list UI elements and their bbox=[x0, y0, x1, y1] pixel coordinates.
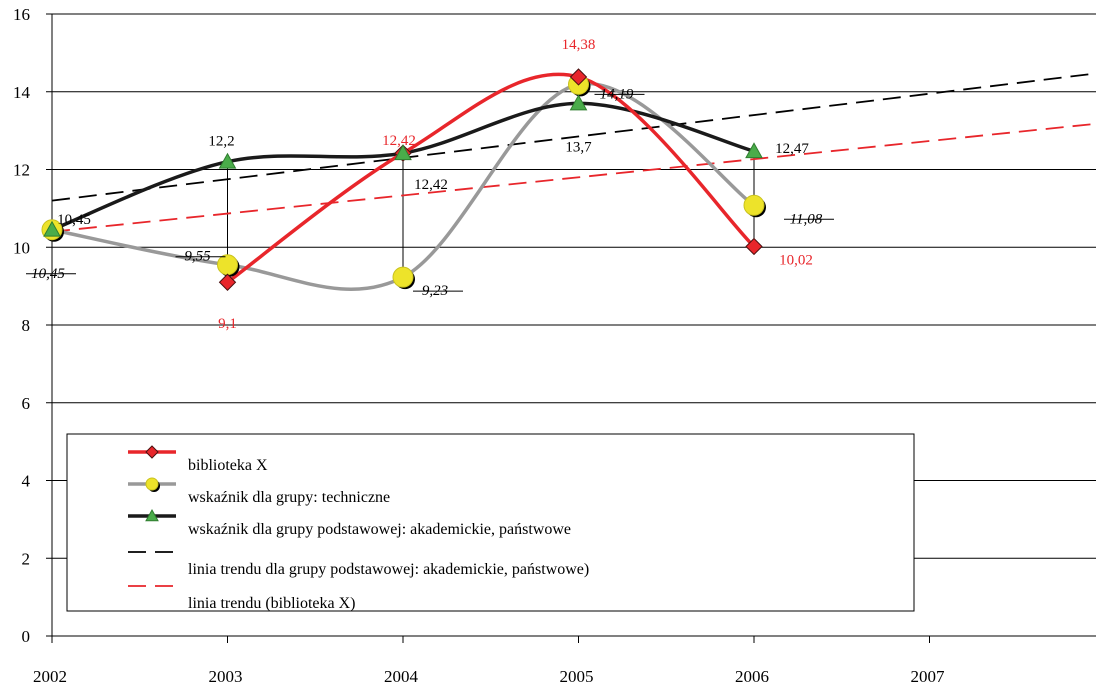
x-tick-label: 2004 bbox=[384, 667, 419, 686]
marker-triangle bbox=[745, 142, 763, 159]
legend-label: wskaźnik dla grupy podstawowej: akademic… bbox=[188, 521, 571, 538]
data-label-biblioteka: 14,38 bbox=[562, 37, 596, 53]
legend-box bbox=[66, 433, 915, 612]
marker-triangle bbox=[569, 94, 588, 111]
x-tick-label: 2002 bbox=[33, 667, 67, 686]
data-label-biblioteka: 10,02 bbox=[779, 252, 813, 268]
marker-triangle bbox=[43, 220, 61, 237]
data-label-podstawowa: 10,45 bbox=[57, 212, 91, 228]
y-tick-label: 14 bbox=[13, 83, 31, 102]
legend-marker-triangle bbox=[145, 508, 159, 522]
trend-line bbox=[51, 72, 1096, 202]
legend-marker-circle bbox=[145, 477, 159, 491]
marker-circle bbox=[392, 266, 414, 288]
data-label-podstawowa: 12,2 bbox=[208, 134, 234, 150]
legend-label: wskaźnik dla grupy: techniczne bbox=[188, 489, 390, 506]
marker-circle bbox=[743, 194, 765, 216]
y-tick-label: 2 bbox=[22, 549, 31, 568]
drop-lines bbox=[227, 151, 755, 283]
data-label-podstawowa: 12,47 bbox=[775, 141, 809, 157]
data-label-podstawowa: 13,7 bbox=[565, 139, 592, 155]
trend-line bbox=[51, 122, 1096, 233]
y-tick-label: 16 bbox=[13, 5, 30, 24]
y-tick-label: 4 bbox=[22, 472, 31, 491]
y-tick-label: 12 bbox=[13, 161, 30, 180]
legend-label: biblioteka X bbox=[188, 457, 268, 474]
data-label-podstawowa: 12,42 bbox=[414, 177, 448, 193]
y-tick-label: 6 bbox=[22, 394, 31, 413]
marker-diamond bbox=[218, 273, 237, 291]
marker-diamond bbox=[745, 237, 763, 256]
marker-triangle bbox=[218, 152, 237, 169]
series-line-biblioteka bbox=[226, 72, 756, 284]
x-tick-label: 2007 bbox=[911, 667, 946, 686]
data-labels: 9,1 12,42 14,38 10,02 10,45 12,2 12,42 13,7 12,4… bbox=[26, 37, 834, 332]
legend-label: linia trendu (biblioteka X) bbox=[188, 595, 356, 612]
legend-label: linia trendu dla grupy podstawowej: akad… bbox=[188, 561, 589, 578]
y-tick-label: 8 bbox=[22, 316, 31, 335]
x-tick-label: 2003 bbox=[209, 667, 243, 686]
data-label-biblioteka: 12,42 bbox=[382, 133, 416, 149]
marker-diamond bbox=[569, 68, 588, 86]
legend: biblioteka X wskaźnik dla grupy: technicz… bbox=[66, 433, 915, 612]
y-tick-label: 10 bbox=[13, 238, 30, 257]
x-tick-label: 2006 bbox=[735, 667, 769, 686]
axes: 0 2 4 6 8 10 12 14 16 2002 2003 2004 2005 2006 2007 bbox=[13, 5, 1096, 686]
x-tick-label: 2005 bbox=[560, 667, 594, 686]
legend-marker-diamond bbox=[145, 445, 159, 459]
trend-lines bbox=[51, 72, 1096, 233]
data-markers bbox=[41, 68, 766, 291]
marker-circle bbox=[217, 254, 238, 276]
data-label-biblioteka: 9,1 bbox=[218, 316, 237, 332]
y-tick-label: 0 bbox=[22, 627, 31, 646]
marker-triangle bbox=[394, 144, 412, 161]
